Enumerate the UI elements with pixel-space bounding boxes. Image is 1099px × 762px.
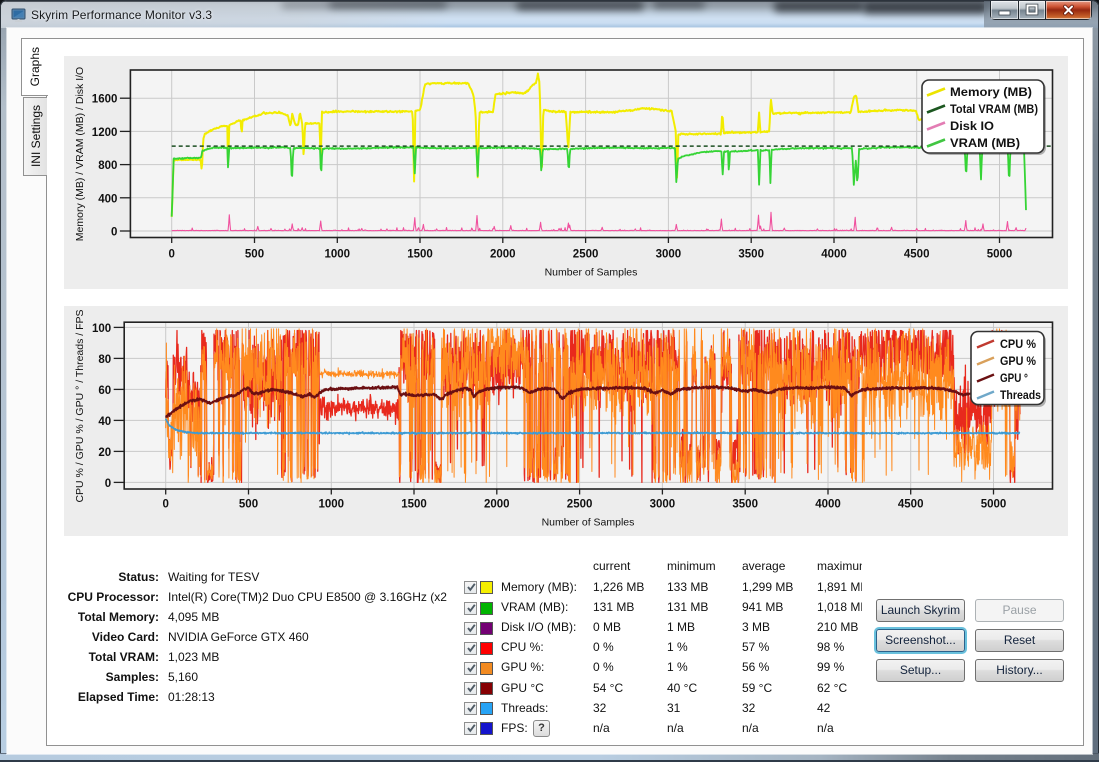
svg-text:Number of Samples: Number of Samples (545, 267, 638, 279)
svg-text:5000: 5000 (987, 249, 1013, 261)
svg-text:400: 400 (98, 193, 117, 205)
svg-text:Memory (MB): Memory (MB) (950, 87, 1032, 99)
svg-text:CPU % / GPU % / GPU ° / Thread: CPU % / GPU % / GPU ° / Threads / FPS (74, 309, 86, 502)
svg-text:5000: 5000 (981, 499, 1007, 511)
svg-text:20: 20 (98, 447, 111, 459)
svg-text:2500: 2500 (573, 249, 599, 261)
svg-text:CPU %: CPU % (1000, 339, 1036, 351)
svg-text:1200: 1200 (92, 127, 118, 139)
svg-text:4000: 4000 (815, 499, 841, 511)
svg-text:3500: 3500 (738, 249, 764, 261)
svg-text:4000: 4000 (821, 249, 847, 261)
svg-text:GPU %: GPU % (1000, 356, 1036, 368)
svg-text:2000: 2000 (484, 499, 510, 511)
svg-text:VRAM (MB): VRAM (MB) (950, 138, 1020, 150)
svg-text:4500: 4500 (904, 249, 930, 261)
svg-text:0: 0 (105, 478, 111, 490)
svg-text:40: 40 (98, 416, 111, 428)
svg-text:100: 100 (92, 323, 111, 335)
svg-text:1000: 1000 (319, 499, 345, 511)
svg-text:2000: 2000 (490, 249, 516, 261)
svg-text:Threads: Threads (1000, 390, 1041, 402)
svg-text:1500: 1500 (407, 249, 433, 261)
svg-text:500: 500 (239, 499, 258, 511)
svg-text:3500: 3500 (732, 499, 758, 511)
svg-text:1600: 1600 (92, 94, 118, 106)
svg-text:Memory (MB) / VRAM (MB) / Disk: Memory (MB) / VRAM (MB) / Disk I/O (74, 67, 86, 241)
svg-text:3000: 3000 (656, 249, 682, 261)
svg-text:4500: 4500 (898, 499, 924, 511)
svg-text:60: 60 (98, 385, 111, 397)
svg-text:Disk IO: Disk IO (950, 121, 994, 133)
svg-text:3000: 3000 (650, 499, 676, 511)
svg-text:GPU °: GPU ° (1000, 373, 1028, 385)
svg-text:800: 800 (98, 160, 117, 172)
svg-text:Number of Samples: Number of Samples (542, 517, 635, 529)
svg-text:0: 0 (168, 249, 174, 261)
svg-text:Total VRAM (MB): Total VRAM (MB) (950, 104, 1038, 116)
svg-text:2500: 2500 (567, 499, 593, 511)
svg-text:0: 0 (111, 227, 117, 239)
svg-text:80: 80 (98, 354, 111, 366)
svg-text:0: 0 (162, 499, 168, 511)
svg-text:1000: 1000 (325, 249, 351, 261)
svg-text:1500: 1500 (401, 499, 427, 511)
svg-text:500: 500 (245, 249, 264, 261)
